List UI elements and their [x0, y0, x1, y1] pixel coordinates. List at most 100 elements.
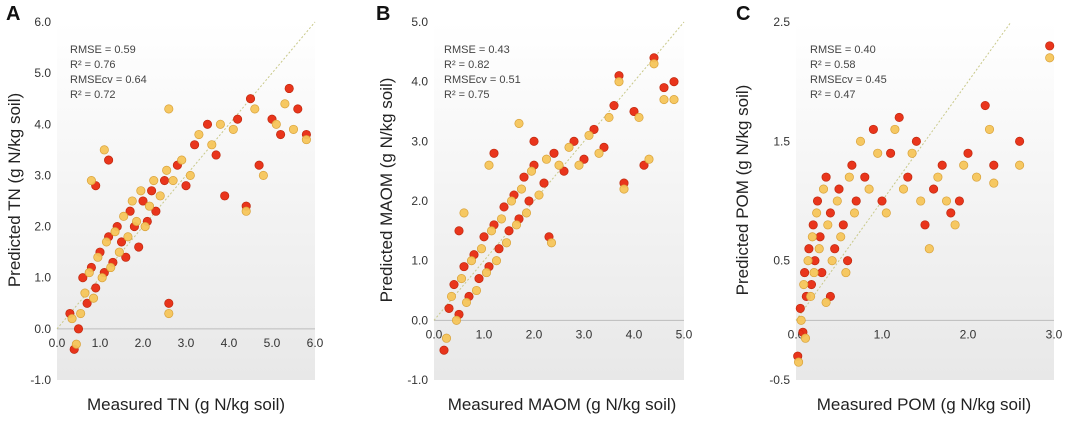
validation-point — [669, 95, 679, 105]
calibration-point — [454, 226, 464, 236]
x-tick-label: 0.0 — [426, 327, 443, 341]
validation-point — [916, 196, 926, 206]
calibration-point — [519, 172, 529, 182]
validation-point — [71, 339, 81, 349]
y-tick-label: -1.0 — [407, 373, 428, 387]
calibration-point — [806, 279, 817, 290]
validation-point — [844, 172, 854, 182]
validation-point — [506, 196, 517, 206]
plot-area — [57, 22, 315, 380]
calibration-point — [539, 178, 549, 188]
validation-point — [619, 184, 629, 194]
validation-point — [228, 124, 238, 134]
calibration-point — [804, 244, 814, 254]
validation-point — [471, 285, 482, 296]
validation-point — [659, 95, 669, 105]
calibration-point — [138, 196, 148, 206]
calibration-point — [795, 303, 805, 313]
validation-point — [546, 238, 557, 248]
validation-point — [818, 184, 829, 194]
validation-point — [168, 175, 178, 186]
calibration-point — [444, 303, 454, 313]
calibration-point — [980, 100, 990, 111]
validation-point — [123, 232, 133, 242]
calibration-point — [220, 191, 230, 201]
validation-point — [476, 244, 487, 254]
validation-point — [136, 186, 146, 196]
y-tick-label: 3.0 — [34, 168, 51, 182]
y-tick-label: 2.5 — [773, 15, 790, 29]
validation-point — [823, 220, 833, 230]
y-axis-title: Predicted TN (g N/kg soil) — [5, 93, 24, 287]
calibration-point — [825, 208, 835, 218]
calibration-point — [104, 155, 114, 165]
x-axis-title: Measured POM (g N/kg soil) — [817, 395, 1031, 414]
calibration-point — [254, 160, 264, 170]
validation-point — [564, 142, 574, 152]
y-tick-label: 2.0 — [34, 220, 51, 234]
validation-point — [511, 220, 522, 230]
calibration-point — [843, 256, 853, 266]
calibration-point — [868, 124, 878, 134]
validation-point — [803, 256, 813, 266]
validation-point — [950, 220, 960, 230]
calibration-point — [479, 232, 489, 242]
calibration-point — [474, 274, 484, 284]
calibration-point — [954, 196, 964, 206]
validation-point — [80, 288, 90, 298]
validation-point — [1015, 160, 1025, 170]
validation-point — [185, 170, 195, 180]
calibration-point — [817, 268, 827, 278]
validation-point — [514, 118, 524, 128]
validation-point — [456, 274, 467, 284]
validation-point — [461, 297, 472, 307]
calibration-point — [808, 220, 818, 230]
chart-b: B RMSE = 0.43 R² = 0.82 RMSEcv = 0.51 R²… — [376, 3, 693, 414]
x-tick-label: 3.0 — [1046, 327, 1063, 341]
validation-point — [501, 238, 512, 248]
calibration-point — [151, 206, 161, 216]
x-tick-label: 3.0 — [178, 336, 195, 350]
validation-point — [849, 208, 860, 218]
y-tick-label: 6.0 — [34, 15, 51, 29]
validation-point — [84, 268, 94, 278]
validation-point — [796, 315, 806, 325]
validation-point — [127, 196, 137, 206]
stat-r2: R² = 0.76 — [70, 59, 116, 71]
validation-point — [76, 308, 86, 319]
chart-a: A RMSE = 0.59 R² = 0.76 RMSEcv = 0.64 R²… — [5, 3, 324, 414]
stat-r2cv: R² = 0.72 — [70, 89, 116, 101]
y-ticks: -1.0 0.0 1.0 2.0 3.0 4.0 5.0 — [407, 15, 428, 387]
validation-point — [106, 262, 116, 273]
y-tick-label: 0.0 — [34, 322, 51, 336]
calibration-point — [821, 172, 831, 182]
calibration-point — [549, 148, 559, 158]
validation-point — [924, 244, 934, 254]
calibration-point — [181, 181, 191, 191]
x-tick-label: 5.0 — [676, 327, 693, 341]
calibration-point — [134, 242, 144, 252]
validation-point — [110, 227, 120, 237]
validation-point — [574, 160, 584, 170]
calibration-point — [877, 196, 887, 206]
validation-point — [864, 184, 874, 194]
calibration-point — [929, 184, 939, 194]
panel-c: C RMSE = 0.40 R² = 0.58 RMSEcv = 0.45 R²… — [728, 0, 1065, 418]
y-tick-label: 5.0 — [34, 66, 51, 80]
validation-point — [898, 184, 909, 194]
calibration-point — [639, 160, 649, 170]
validation-point — [809, 268, 819, 278]
calibration-point — [524, 196, 534, 206]
validation-point — [814, 244, 824, 254]
x-axis-title: Measured MAOM (g N/kg soil) — [448, 395, 677, 414]
validation-point — [516, 184, 527, 194]
calibration-point — [82, 298, 92, 308]
validation-point — [459, 208, 469, 218]
validation-point — [149, 175, 159, 186]
calibration-point — [121, 252, 131, 262]
calibration-point — [659, 83, 669, 93]
panel-letter: A — [6, 3, 20, 25]
calibration-point — [886, 148, 896, 158]
calibration-point — [920, 220, 930, 230]
calibration-point — [293, 104, 303, 114]
